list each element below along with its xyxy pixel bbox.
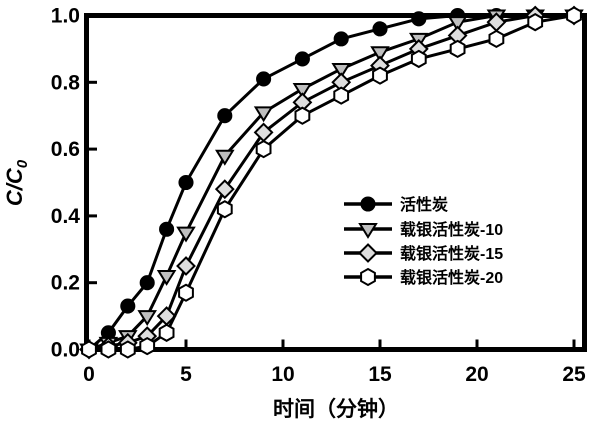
data-point-marker-s3 — [566, 6, 582, 25]
data-point-marker-s3 — [294, 106, 311, 125]
data-point-marker-s0 — [372, 21, 388, 37]
data-point-marker-s3 — [81, 340, 97, 359]
data-point-marker-s3 — [410, 49, 427, 69]
data-point-marker-s1 — [292, 82, 313, 99]
y-axis-title-main: C/C — [2, 167, 27, 206]
data-point-marker-s2 — [214, 179, 235, 200]
x-tick-label: 5 — [180, 363, 192, 386]
y-tick-label: 0.0 — [51, 339, 80, 362]
legend-label: 活性炭 — [400, 195, 448, 214]
data-point-marker-s0 — [139, 275, 155, 291]
data-point-marker-s3 — [158, 323, 175, 342]
data-point-marker-s0 — [333, 31, 349, 47]
data-point-marker-s1 — [215, 149, 235, 166]
legend-marker-triangle-down — [358, 223, 378, 239]
data-point-marker-s2 — [176, 256, 196, 276]
series-line-1 — [88, 14, 574, 351]
data-point-marker-s0 — [120, 298, 136, 314]
series-line-2 — [88, 14, 574, 351]
x-tick-label: 25 — [562, 363, 586, 386]
data-point-marker-s3 — [527, 13, 544, 32]
data-point-marker-s1 — [370, 46, 390, 63]
plot-frame — [84, 13, 587, 352]
data-point-marker-s1 — [156, 270, 177, 286]
series-line-0 — [88, 14, 574, 351]
x-tick-label: 15 — [368, 363, 392, 386]
data-point-marker-s3 — [216, 200, 233, 219]
series-line-3 — [89, 14, 575, 351]
x-tick-label: 10 — [271, 363, 294, 386]
data-point-marker-s1 — [137, 310, 157, 327]
x-tick-label: 20 — [465, 363, 488, 386]
data-point-marker-s1 — [447, 16, 468, 33]
data-point-marker-s0 — [217, 108, 233, 124]
data-point-marker-s3 — [178, 283, 194, 302]
data-point-marker-s0 — [294, 51, 310, 67]
legend-marker-diamond — [358, 243, 378, 263]
data-point-marker-s3 — [488, 29, 505, 49]
x-tick-label: 0 — [83, 363, 95, 386]
legend-marker-circle — [360, 196, 376, 212]
data-point-marker-s0 — [256, 71, 272, 87]
legend-label: 载银活性炭-20 — [400, 268, 503, 287]
y-tick-label: 1.0 — [51, 5, 80, 28]
y-axis-title-subscript: 0 — [14, 159, 31, 168]
data-point-marker-s1 — [176, 226, 196, 243]
data-point-marker-s3 — [100, 340, 117, 359]
y-axis-title: C/C0 — [2, 159, 31, 206]
data-point-marker-s0 — [411, 11, 427, 27]
data-point-marker-s3 — [333, 86, 350, 105]
data-point-marker-s0 — [159, 221, 175, 237]
y-tick-label: 0.6 — [51, 138, 80, 161]
data-point-marker-s0 — [178, 174, 194, 191]
legend-label: 载银活性炭-10 — [400, 220, 503, 239]
data-point-marker-s3 — [372, 66, 388, 85]
data-point-marker-s3 — [255, 139, 272, 159]
data-point-marker-s3 — [449, 39, 466, 59]
y-tick-label: 0.2 — [51, 272, 80, 295]
x-axis-title: 时间（分钟） — [273, 397, 399, 421]
legend-marker-hexagon — [360, 267, 376, 287]
data-point-marker-s1 — [331, 62, 351, 79]
y-tick-label: 0.4 — [51, 205, 81, 228]
legend-label: 载银活性炭-15 — [400, 244, 503, 263]
data-point-marker-s1 — [253, 106, 274, 123]
y-tick-label: 0.8 — [51, 71, 81, 94]
data-point-marker-s3 — [139, 337, 156, 356]
data-point-marker-s3 — [119, 340, 136, 359]
